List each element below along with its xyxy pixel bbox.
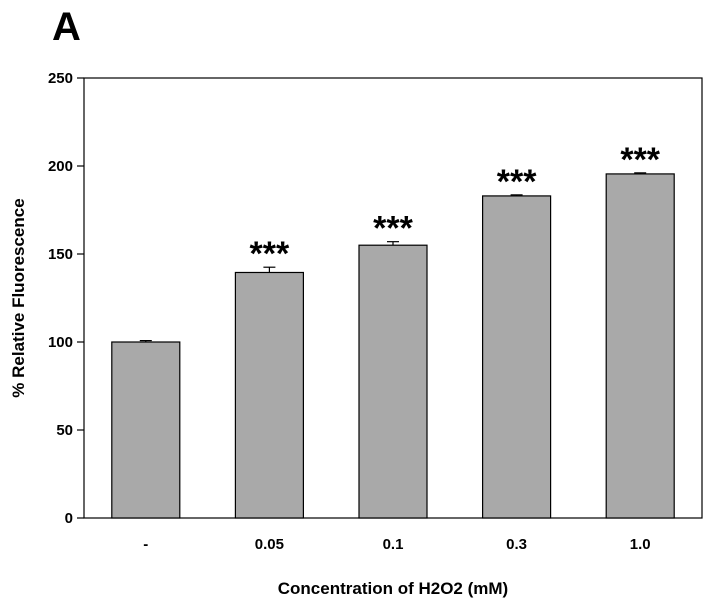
y-tick-label: 100 xyxy=(48,334,73,351)
bar-4 xyxy=(605,173,675,519)
y-axis-title: % Relative Fluorescence xyxy=(9,198,28,397)
significance-label-4: *** xyxy=(620,141,660,179)
significance-label-3: *** xyxy=(497,163,537,201)
bar-0 xyxy=(111,341,181,519)
bar-1 xyxy=(234,271,304,519)
y-tick-label: 250 xyxy=(48,70,73,87)
y-tick-label: 150 xyxy=(48,246,73,263)
y-tick-label: 200 xyxy=(48,158,73,175)
x-tick-label-0: - xyxy=(143,536,148,553)
significance-label-2: *** xyxy=(373,210,413,248)
y-tick-label: 50 xyxy=(56,422,73,439)
significance-label-1: *** xyxy=(250,235,290,273)
bar-2 xyxy=(358,244,428,519)
panel-label: A xyxy=(52,5,81,49)
x-tick-label-1: 0.05 xyxy=(255,536,284,553)
x-tick-label-2: 0.1 xyxy=(383,536,404,553)
y-tick-label: 0 xyxy=(65,510,73,527)
plot-area: 0 50 100 150 200 250 - 0.05 *** 0.1 *** 0.3 *** 1.0 **… xyxy=(48,70,703,553)
x-tick-label-4: 1.0 xyxy=(630,536,651,553)
x-axis-title: Concentration of H2O2 (mM) xyxy=(278,579,508,598)
bar-3 xyxy=(482,195,552,519)
x-tick-label-3: 0.3 xyxy=(506,536,527,553)
